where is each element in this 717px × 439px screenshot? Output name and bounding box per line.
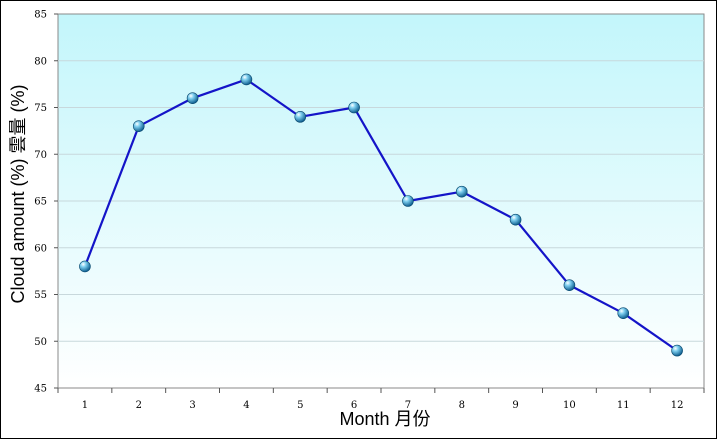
data-point [132,120,145,132]
x-tick-label: 12 [671,400,684,411]
y-axis-title: Cloud amount (%) 雲量 (%) [8,84,28,303]
y-tick-label: 75 [34,103,47,114]
x-tick-label: 11 [617,400,630,411]
x-axis-title: Month 月份 [339,409,430,429]
data-point [617,307,630,320]
data-points [79,73,683,357]
x-tick-label: 1 [82,400,88,411]
x-tick-label: 3 [189,400,195,411]
data-point [240,73,253,86]
x-tick-label: 6 [351,400,357,411]
x-tick-label: 5 [297,400,303,411]
y-tick-label: 45 [34,384,47,395]
x-tick-label: 2 [136,400,142,411]
x-tick-label: 8 [459,400,465,411]
data-point [509,213,522,226]
data-point [402,195,414,207]
series-line [83,78,678,352]
data-point [79,260,91,273]
y-tick-label: 85 [34,10,47,21]
data-point [186,92,199,104]
y-tick-label: 60 [34,243,47,254]
data-point [294,111,307,123]
y-tick-label: 65 [34,197,47,208]
y-axis: 45 50 55 60 65 70 75 80 85 [34,10,58,395]
x-tick-label: 9 [512,400,518,411]
y-tick-label: 70 [34,150,47,161]
x-tick-label: 4 [243,400,249,411]
y-tick-label: 80 [34,56,47,67]
data-point [455,185,468,198]
y-tick-label: 55 [34,290,47,301]
data-point [348,101,360,114]
x-tick-label: 7 [405,400,411,411]
data-point [671,344,683,357]
data-point [563,279,576,291]
x-axis: 1 2 3 4 5 6 7 8 9 10 11 12 [57,388,705,411]
x-tick-label: 10 [563,400,576,411]
y-tick-label: 50 [34,337,47,348]
